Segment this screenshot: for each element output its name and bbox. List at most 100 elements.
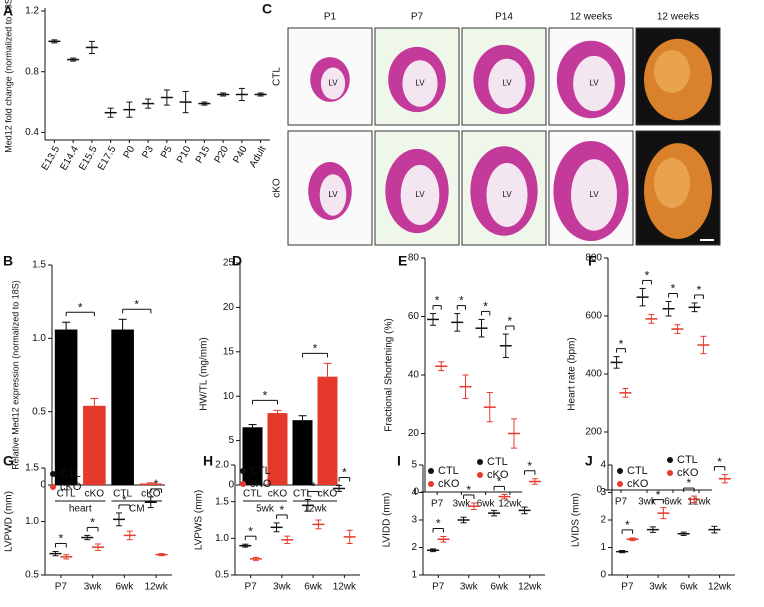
significance-label: * <box>508 314 513 328</box>
x-tick-label: P7 <box>432 582 445 593</box>
x-tick-label: P5 <box>159 144 175 160</box>
y-tick-label: 5 <box>411 460 417 471</box>
region-label: LV <box>502 79 512 88</box>
legend-marker <box>428 468 434 474</box>
panel-letter: J <box>585 453 593 469</box>
x-tick-label: cKO <box>268 489 288 500</box>
legend-marker <box>428 481 434 487</box>
column-label: 12 weeks <box>570 12 612 23</box>
legend-marker <box>477 472 483 478</box>
ventricle-cavity <box>402 60 438 107</box>
x-tick-label: 6wk <box>477 499 496 510</box>
ventricle-cavity <box>486 163 528 227</box>
y-tick-label: 60 <box>408 311 420 322</box>
group-label: heart <box>69 504 92 515</box>
y-tick-label: 0.5 <box>215 570 229 581</box>
y-tick-label: 0.8 <box>25 66 39 77</box>
x-tick-label: 3wk <box>638 497 657 508</box>
x-tick-label: P7 <box>245 582 258 593</box>
significance-label: * <box>466 483 471 497</box>
y-tick-label: 4 <box>411 487 417 498</box>
ventricle-cavity <box>488 58 526 109</box>
panel-letter: B <box>3 253 13 269</box>
significance-label: * <box>527 459 532 473</box>
bar <box>267 413 288 485</box>
x-tick-label: 3wk <box>273 582 292 593</box>
x-tick-label: 12wk <box>518 582 542 593</box>
x-tick-label: 6wk <box>304 582 323 593</box>
x-tick-label: 12wk <box>333 582 357 593</box>
significance-label: * <box>645 269 650 283</box>
y-tick-label: 1.0 <box>32 333 46 344</box>
y-axis-label: Med12 fold change (normalized to 18S) <box>3 0 13 153</box>
legend-marker <box>667 457 673 463</box>
x-tick-label: 12wk <box>498 499 522 510</box>
group-label: CM <box>129 504 145 515</box>
legend-marker <box>240 481 246 487</box>
significance-label: * <box>671 282 676 296</box>
y-tick-label: 2 <box>411 542 417 553</box>
y-tick-label: 1.5 <box>32 260 46 271</box>
y-tick-label: 20 <box>223 302 235 313</box>
legend-label: CTL <box>487 456 508 468</box>
legend-label: cKO <box>438 478 460 490</box>
y-tick-label: 2 <box>600 515 606 526</box>
x-tick-label: P3 <box>140 144 156 160</box>
y-axis-label: HW/TL (mg/mm) <box>199 337 210 411</box>
x-tick-label: CTL <box>57 489 76 500</box>
x-tick-label: 12wk <box>687 497 711 508</box>
x-tick-label: P15 <box>194 144 213 165</box>
x-tick-label: P10 <box>175 144 194 165</box>
y-tick-label: 2.0 <box>215 460 229 471</box>
x-tick-label: 3wk <box>452 499 471 510</box>
legend-label: cKO <box>677 467 699 479</box>
significance-label: * <box>459 294 464 308</box>
row-label: CTL <box>272 67 283 86</box>
y-tick-label: 1.0 <box>215 533 229 544</box>
x-tick-label: cKO <box>141 489 161 500</box>
x-tick-label: CTL <box>243 489 262 500</box>
y-tick-label: 0 <box>228 480 234 491</box>
y-tick-label: 3 <box>600 487 606 498</box>
legend-marker <box>477 459 483 465</box>
legend-marker <box>667 470 673 476</box>
legend-marker <box>617 481 623 487</box>
region-label: LV <box>502 190 512 199</box>
legend-marker <box>50 471 56 477</box>
ventricle-cavity <box>571 159 617 231</box>
significance-label: * <box>122 493 127 507</box>
y-tick-label: 1 <box>411 570 417 581</box>
panel-letter: D <box>232 253 242 269</box>
x-tick-label: 3wk <box>460 582 479 593</box>
significance-label: * <box>78 300 83 314</box>
y-tick-label: 0 <box>600 570 606 581</box>
bar <box>111 329 134 485</box>
y-tick-label: 800 <box>585 253 602 264</box>
legend-label: CTL <box>60 468 81 480</box>
legend-label: CTL <box>627 465 648 477</box>
group-label: 5wk <box>256 504 275 515</box>
significance-label: * <box>656 488 661 502</box>
x-tick-label: Adult <box>248 144 269 169</box>
y-tick-label: 1.5 <box>25 463 39 474</box>
panel-letter: G <box>3 453 14 469</box>
legend-marker <box>617 468 623 474</box>
y-tick-label: 4 <box>600 460 606 471</box>
significance-label: * <box>248 524 253 538</box>
y-tick-label: 5 <box>228 435 234 446</box>
ventricle-cavity <box>573 55 615 112</box>
x-tick-label: P0 <box>122 144 138 160</box>
significance-label: * <box>497 475 502 489</box>
y-axis-label: LVIDS (mm) <box>571 493 582 547</box>
significance-label: * <box>625 518 630 532</box>
significance-label: * <box>134 297 139 311</box>
y-tick-label: 0.4 <box>25 127 39 138</box>
significance-label: * <box>697 283 702 297</box>
x-tick-label: P7 <box>55 582 68 593</box>
y-tick-label: 400 <box>585 369 602 380</box>
x-tick-label: CTL <box>293 489 312 500</box>
x-tick-label: P7 <box>615 497 628 508</box>
y-tick-label: 200 <box>585 427 602 438</box>
significance-label: * <box>313 342 318 356</box>
